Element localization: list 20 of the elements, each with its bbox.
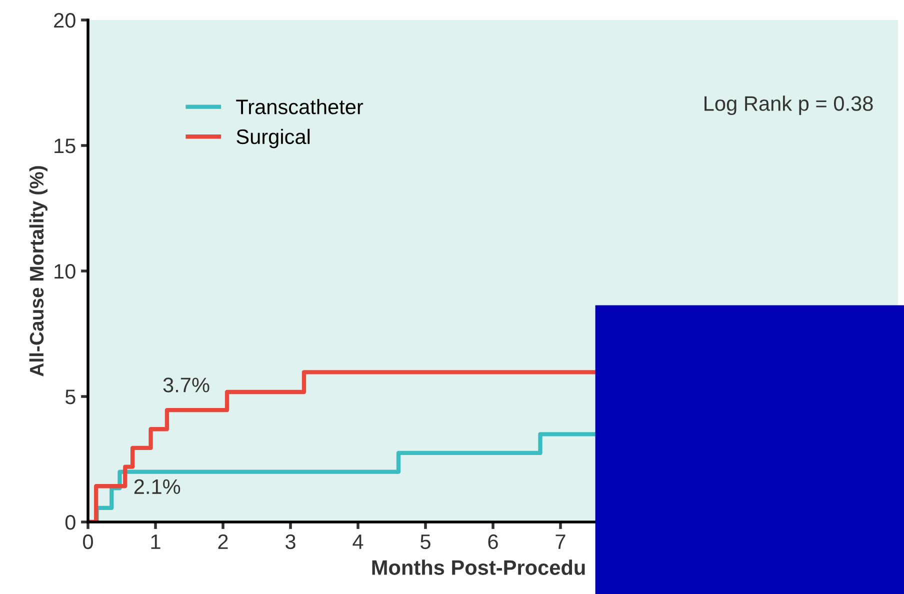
x-tick-label: 3 (286, 534, 296, 550)
x-tick-label: 1 (151, 534, 160, 549)
x-axis-title: Months Post-Procedu (372, 560, 585, 575)
x-tick-label: 6 (488, 534, 498, 550)
annotation: 2.1% (134, 479, 180, 494)
x-tick-label: 2 (218, 534, 228, 549)
y-tick-label: 0 (65, 515, 76, 530)
x-tick-label: 4 (352, 534, 364, 549)
x-tick-label: 5 (420, 534, 430, 550)
legend-label: Transcatheter (236, 98, 364, 114)
annotation: 3.7% (163, 378, 210, 392)
legend-label: Surgical (236, 128, 310, 148)
x-tick-label: 0 (83, 534, 93, 550)
y-axis-title: All-Cause Mortality (%) (29, 166, 48, 376)
y-tick-label: 20 (54, 13, 76, 28)
y-tick-label: 10 (54, 264, 76, 279)
y-tick-label: 5 (65, 390, 76, 404)
annotation: Log Rank p = 0.38 (704, 96, 873, 116)
x-tick-label: 7 (556, 534, 566, 549)
y-tick-label: 15 (54, 138, 76, 154)
